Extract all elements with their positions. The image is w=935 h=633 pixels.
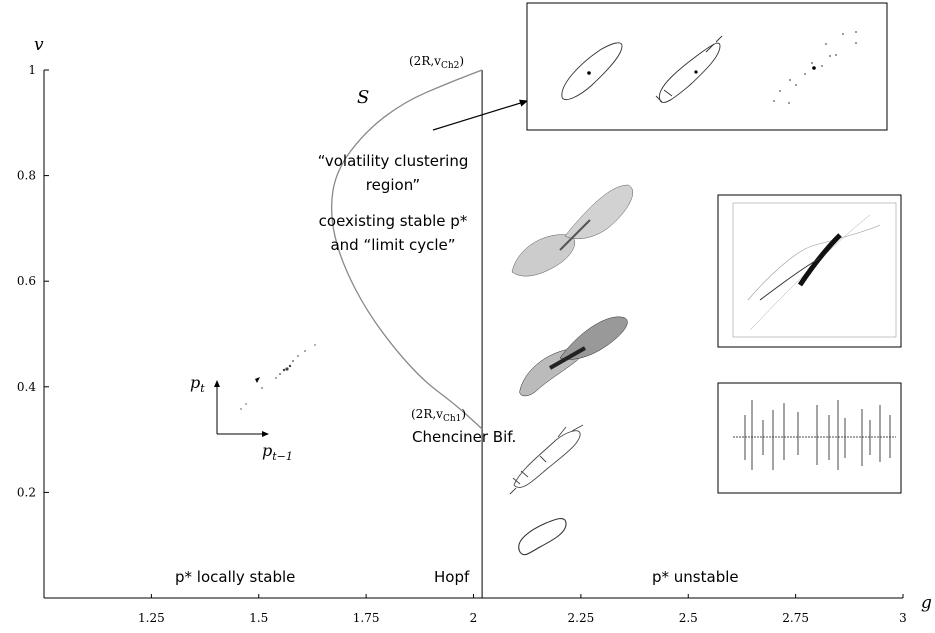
y-tick-label: 0.8 (17, 169, 36, 183)
point-ch1-label: (2R,vCh1) (411, 407, 466, 424)
x-tick-label: 1.25 (138, 611, 165, 625)
y-axis-label: v (34, 35, 44, 55)
x-tick-label: 1.75 (353, 611, 380, 625)
axis-pt1-label: pt−1 (262, 441, 293, 463)
y-tick-label: 0.4 (17, 380, 36, 394)
volatility-line-1: “volatility clustering (318, 152, 469, 170)
x-tick-label: 2.5 (679, 611, 698, 625)
coexisting-line-1: coexisting stable p* (319, 212, 468, 230)
x-axis-label: g (921, 593, 932, 613)
x-tick-label: 2.75 (782, 611, 809, 625)
inset-point-2 (694, 70, 698, 74)
y-tick-label: 0.2 (17, 485, 36, 499)
orbit-2 (509, 424, 584, 495)
volatility-line-2: region” (366, 176, 420, 194)
inset-time-series (717, 382, 902, 494)
axis-pt-label: pt (190, 373, 205, 395)
curve-s-label: S (357, 87, 369, 108)
inset-loop-1 (561, 42, 623, 101)
hopf-label: Hopf (434, 568, 470, 586)
x-tick-label: 2 (470, 611, 478, 625)
orbit-3 (519, 316, 628, 397)
y-tick-label: 1 (28, 63, 36, 77)
coexisting-line-2: and “limit cycle” (330, 236, 455, 254)
stable-point-scatter (240, 344, 316, 410)
inset-phase-portraits (526, 2, 888, 131)
inset-loop-2 (655, 35, 723, 103)
s-curve (330, 69, 483, 430)
inset-point-cloud (773, 31, 857, 104)
chenciner-label: Chenciner Bif. (412, 428, 516, 446)
phase-axes-icon: pt pt−1 (190, 373, 293, 463)
pointer-arrow (432, 99, 529, 131)
x-tick-label: 3 (899, 611, 907, 625)
inset-strange-attractor (717, 194, 902, 348)
x-tick-label: 1.5 (249, 611, 268, 625)
x-tick-label: 2.25 (568, 611, 595, 625)
point-ch2-label: (2R,vCh2) (409, 54, 464, 71)
unstable-label: p* unstable (652, 568, 739, 586)
orbit-1 (518, 518, 567, 556)
y-tick-label: 0.6 (17, 274, 36, 288)
locally-stable-label: p* locally stable (175, 568, 295, 586)
orbit-4 (511, 184, 633, 277)
inset-point-1 (587, 71, 591, 75)
